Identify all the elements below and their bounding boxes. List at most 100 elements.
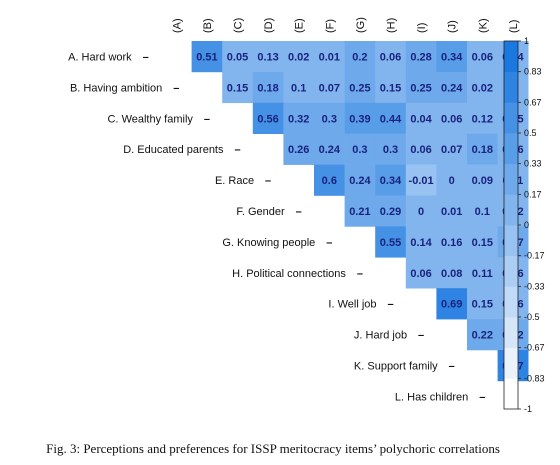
column-label: (D) <box>263 18 275 33</box>
heatmap-cell <box>344 133 376 165</box>
cell-value-label: 0.06 <box>410 268 431 280</box>
colorbar: 1 0.83 0.67 0.5 0.33 0.17 0 -0.17 -0.33 -0.5 -0.67… <box>503 36 545 414</box>
colorbar-segment <box>504 163 518 195</box>
cell-value-label: 0.6 <box>322 175 337 187</box>
cell-value-label: 0.15 <box>472 237 493 249</box>
cell-value-label: 0.08 <box>441 268 462 280</box>
row-label: E. Race <box>215 175 254 187</box>
heatmap-cell <box>436 226 468 258</box>
heatmap-cell <box>467 195 498 227</box>
colorbar-tick-label: 0.5 <box>524 128 537 138</box>
cell-value-label: 0.06 <box>410 144 431 156</box>
cell-value-label: 0.24 <box>319 144 341 156</box>
column-label: (H) <box>386 18 398 33</box>
colorbar-tick-label: -0.83 <box>524 373 545 383</box>
cell-value-label: 0.05 <box>227 51 248 63</box>
row-label: F. Gender <box>236 206 285 218</box>
colorbar-tick-label: 1 <box>524 36 529 46</box>
cell-value-label: 0.51 <box>196 51 217 63</box>
column-label: (A) <box>171 18 183 33</box>
heatmap-cell <box>405 226 437 258</box>
heatmap-cell <box>283 102 315 134</box>
diagonal-marker: – <box>357 268 363 280</box>
cell-value-label: 0.01 <box>319 51 340 63</box>
figure-caption: Fig. 3: Perceptions and preferences for … <box>46 441 500 456</box>
heatmap-cell <box>222 71 254 104</box>
cell-value-label: 0.09 <box>472 175 493 187</box>
colorbar-tick-label: 0.33 <box>524 159 542 169</box>
cell-value-label: 0.34 <box>441 51 463 63</box>
colorbar-tick-label: -0.17 <box>524 251 545 261</box>
heatmap-cell <box>375 226 407 258</box>
colorbar-segment <box>504 194 518 226</box>
colorbar-tick-label: 0.17 <box>524 189 542 199</box>
row-label: L. Has children <box>395 391 468 403</box>
heatmap-cell <box>344 102 376 134</box>
heatmap-cell <box>405 164 437 196</box>
heatmap-cell <box>405 41 437 73</box>
row-label: I. Well job <box>328 299 376 311</box>
column-label: (L) <box>508 20 520 33</box>
row-label: G. Knowing people <box>222 237 315 249</box>
cell-value-label: 0.02 <box>288 51 309 63</box>
heatmap-cell <box>344 71 376 104</box>
cell-value-label: 0.24 <box>441 82 463 94</box>
row-label: D. Educated parents <box>123 144 224 156</box>
diagonal-marker: – <box>173 82 179 94</box>
cell-value-label: 0.16 <box>441 237 462 249</box>
heatmap-cell <box>222 41 254 73</box>
cell-value-label: 0.3 <box>322 113 337 125</box>
cell-value-label: 0.44 <box>380 113 402 125</box>
colorbar-tick-label: -1 <box>524 404 532 414</box>
heatmap-cell <box>344 41 376 73</box>
row-label: H. Political connections <box>232 268 346 280</box>
cell-value-label: 0.55 <box>380 237 401 249</box>
heatmap-cell <box>314 133 345 165</box>
diagonal-marker: – <box>204 113 210 125</box>
diagonal-marker: – <box>265 175 271 187</box>
heatmap-cell <box>344 195 376 227</box>
heatmap-cell <box>283 41 315 73</box>
heatmap-cell <box>314 164 345 196</box>
colorbar-tick-label: -0.67 <box>524 343 545 353</box>
cell-value-label: 0 <box>418 206 424 218</box>
cell-value-label: 0.32 <box>288 113 309 125</box>
column-label: (B) <box>202 18 214 33</box>
heatmap-cell <box>252 102 284 134</box>
heatmap-cell <box>405 102 437 134</box>
cell-value-label: 0.28 <box>410 51 431 63</box>
row-label: J. Hard job <box>354 330 407 342</box>
heatmap-cell <box>375 41 407 73</box>
cell-value-label: 0.1 <box>475 206 490 218</box>
heatmap-labels: (A) (B) (C) (D) (E) (F) (G) (H) (I) (J) (K) (L)–A. … <box>68 17 520 403</box>
cell-value-label: 0.15 <box>380 82 401 94</box>
cell-value-label: 0.15 <box>472 299 493 311</box>
heatmap-cell <box>375 71 407 104</box>
heatmap-cell <box>314 41 345 73</box>
heatmap-cell <box>283 71 315 104</box>
colorbar-tick-label: -0.5 <box>524 312 540 322</box>
cell-value-label: 0.25 <box>349 82 370 94</box>
cell-value-label: 0 <box>449 175 455 187</box>
cell-value-label: 0.13 <box>257 51 278 63</box>
heatmap-cell <box>436 71 468 104</box>
column-label: (E) <box>294 18 306 33</box>
cell-value-label: 0.39 <box>349 113 370 125</box>
heatmap-cell <box>283 133 315 165</box>
diagonal-marker: – <box>418 330 424 342</box>
colorbar-segment <box>504 225 518 257</box>
cell-value-label: 0.15 <box>227 82 248 94</box>
heatmap-cell <box>252 41 284 73</box>
cell-value-label: 0.24 <box>349 175 371 187</box>
cell-value-label: 0.25 <box>410 82 431 94</box>
heatmap-cell <box>436 288 468 320</box>
colorbar-tick-label: 0 <box>524 220 529 230</box>
cell-value-label: -0.01 <box>409 175 434 187</box>
colorbar-segment <box>504 286 518 318</box>
heatmap-cell <box>436 257 468 289</box>
heatmap-cell <box>467 257 498 289</box>
diagonal-marker: – <box>479 391 485 403</box>
heatmap-cell <box>467 226 498 258</box>
cell-value-label: 0.22 <box>472 330 493 342</box>
